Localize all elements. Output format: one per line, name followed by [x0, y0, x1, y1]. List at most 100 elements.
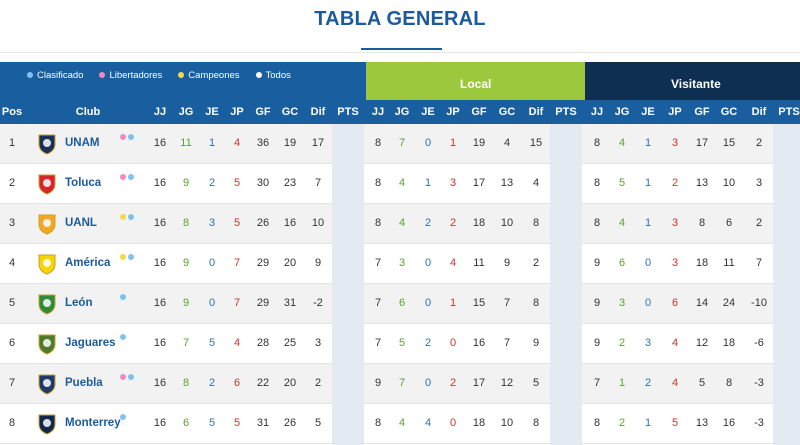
- column-header-gf[interactable]: GF: [255, 106, 271, 118]
- stat-cell: 9: [182, 257, 190, 269]
- table-row[interactable]: 6Jaguares167542825326752016791792341218-…: [0, 324, 800, 363]
- column-header-gf[interactable]: GF: [694, 106, 710, 118]
- column-header-jp[interactable]: JP: [668, 106, 682, 118]
- pts-column-highlight: [550, 124, 582, 445]
- stat-cell: 7: [398, 377, 406, 389]
- column-header-jp[interactable]: JP: [446, 106, 460, 118]
- stat-cell: 5: [671, 417, 679, 429]
- stat-cell: 16: [153, 137, 167, 149]
- legend-item[interactable]: Libertadores: [99, 68, 162, 82]
- qualification-dots: [120, 414, 126, 420]
- table-header: Pos Club JJ JG JE JP GF GC Dif PTS JJ JG JE JP GF GC Dif…: [0, 100, 800, 124]
- column-header-jj[interactable]: JJ: [153, 106, 167, 118]
- column-header-gc[interactable]: GC: [498, 106, 516, 118]
- stat-cell: 4: [449, 257, 457, 269]
- stat-cell: 17: [695, 137, 709, 149]
- stat-cell: 8: [593, 417, 601, 429]
- stat-cell: 3: [398, 257, 406, 269]
- stat-cell: 5: [398, 337, 406, 349]
- club-name-link[interactable]: Monterrey: [65, 417, 121, 429]
- stat-cell: 2: [208, 377, 216, 389]
- club-name-link[interactable]: Toluca: [65, 177, 102, 189]
- column-header-gc[interactable]: GC: [281, 106, 299, 118]
- stat-cell: 26: [283, 417, 297, 429]
- stat-cell: 10: [311, 217, 325, 229]
- qualification-dots: [120, 174, 134, 180]
- qualification-dots: [120, 134, 134, 140]
- table-row[interactable]: 2Toluca169253023729841317134138512131031…: [0, 164, 800, 203]
- stat-cell: 1: [449, 297, 457, 309]
- club-name-link[interactable]: Puebla: [65, 377, 103, 389]
- stat-cell: 8: [374, 177, 382, 189]
- column-header-dif[interactable]: Dif: [751, 106, 767, 118]
- stat-cell: 0: [424, 257, 432, 269]
- stat-cell: 16: [722, 417, 736, 429]
- column-header-jj[interactable]: JJ: [371, 106, 385, 118]
- stat-cell: 3: [671, 137, 679, 149]
- stat-cell: 8: [593, 217, 601, 229]
- stat-cell: 7: [374, 297, 382, 309]
- column-header-jj[interactable]: JJ: [590, 106, 604, 118]
- column-header-jg[interactable]: JG: [394, 106, 410, 118]
- club-crest-icon: [35, 252, 59, 276]
- column-header-jg[interactable]: JG: [178, 106, 194, 118]
- stat-cell: 18: [472, 417, 486, 429]
- column-header-dif[interactable]: Dif: [528, 106, 544, 118]
- stat-cell: 8: [532, 217, 540, 229]
- stat-cell: 3: [755, 177, 763, 189]
- stat-cell: 4: [398, 177, 406, 189]
- club-name-link[interactable]: UANL: [65, 217, 97, 229]
- qualification-dots: [120, 214, 134, 220]
- club-name-link[interactable]: América: [65, 257, 111, 269]
- qualification-dot-icon: [120, 294, 126, 300]
- table-row[interactable]: 3UANL168352616102784221810814841386213: [0, 204, 800, 243]
- stat-cell: 19: [472, 137, 486, 149]
- table-row[interactable]: 4América16907292092773041192996031811718: [0, 244, 800, 283]
- stat-cell: 5: [314, 417, 322, 429]
- column-header-club[interactable]: Club: [75, 106, 101, 118]
- table-row[interactable]: 1UNAM16111436191734870119415218413171521…: [0, 124, 800, 163]
- column-header-pts[interactable]: PTS: [337, 106, 359, 118]
- legend-item[interactable]: Campeones: [178, 68, 240, 82]
- column-header-jp[interactable]: JP: [230, 106, 244, 118]
- stat-cell: 4: [398, 217, 406, 229]
- stat-cell: 6: [233, 377, 241, 389]
- stat-cell: 18: [472, 217, 486, 229]
- column-header-je[interactable]: JE: [205, 106, 219, 118]
- table-row[interactable]: 7Puebla16826222022697021712521712458-35: [0, 364, 800, 403]
- top-divider: [0, 52, 800, 53]
- stat-cell: 1: [424, 177, 432, 189]
- club-name-link[interactable]: León: [65, 297, 93, 309]
- column-header-pts[interactable]: PTS: [778, 106, 800, 118]
- stat-cell: 22: [256, 377, 270, 389]
- column-header-je[interactable]: JE: [641, 106, 655, 118]
- legend-item[interactable]: Todos: [255, 68, 291, 82]
- stat-cell: 7: [182, 337, 190, 349]
- column-header-pts[interactable]: PTS: [555, 106, 577, 118]
- stat-cell: 16: [153, 297, 167, 309]
- stat-cell: 7: [755, 257, 763, 269]
- stat-cell: 15: [472, 297, 486, 309]
- legend-label: Clasificado: [37, 69, 84, 81]
- stat-cell: 11: [180, 137, 192, 149]
- legend-item[interactable]: Clasificado: [27, 68, 83, 82]
- stat-cell: 2: [755, 217, 763, 229]
- stat-cell: 7: [503, 297, 511, 309]
- column-header-gf[interactable]: GF: [471, 106, 487, 118]
- stat-cell: 3: [644, 337, 652, 349]
- row-position: 7: [8, 377, 16, 389]
- column-header-je[interactable]: JE: [421, 106, 435, 118]
- stat-cell: 29: [256, 297, 270, 309]
- club-crest-icon: [35, 212, 59, 236]
- column-header-gc[interactable]: GC: [720, 106, 738, 118]
- stat-cell: 16: [153, 337, 167, 349]
- qualification-dot-icon: [128, 134, 134, 140]
- club-name-link[interactable]: Jaguares: [65, 337, 116, 349]
- table-row[interactable]: 8Monterrey166553126523844018108168215131…: [0, 404, 800, 443]
- column-header-dif[interactable]: Dif: [310, 106, 326, 118]
- stat-cell: 18: [722, 337, 736, 349]
- club-name-link[interactable]: UNAM: [65, 137, 100, 149]
- column-header-jg[interactable]: JG: [614, 106, 630, 118]
- column-header-pos[interactable]: Pos: [1, 106, 23, 118]
